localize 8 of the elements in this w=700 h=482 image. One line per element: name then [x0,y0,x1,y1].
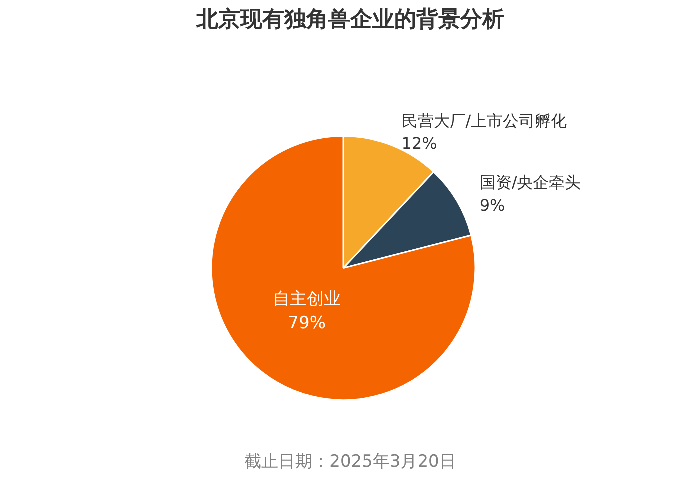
slice-label: 国资/央企牵头 [480,172,582,192]
data-label: 12% [402,134,438,154]
text: 截止日期：2025年3月20日 [244,452,456,472]
slice-label: 自主创业 [273,290,342,310]
slice-label: 民营大厂/上市公司孵化 [402,111,568,130]
chart-title: 北京现有独角兽企业的背景分析 [196,6,504,32]
data-label: 79% [288,314,326,334]
data-label: 9% [480,196,506,215]
